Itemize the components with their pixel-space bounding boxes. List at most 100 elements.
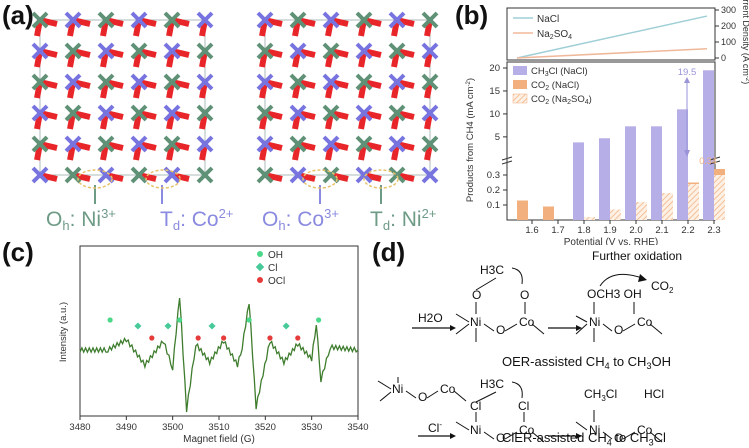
legend-ocl: OCl: [268, 276, 285, 287]
bar-co2-na2so4-1.9: [610, 209, 621, 220]
oer-middle-arrow: [548, 325, 582, 331]
svg-text:H2O: H2O: [418, 311, 443, 325]
svg-text:Co: Co: [637, 423, 653, 437]
svg-text:Td: Co2+: Td: Co2+: [160, 206, 233, 233]
svg-text:O: O: [520, 288, 529, 302]
marker-oh: [107, 317, 113, 323]
metal-site: [97, 104, 115, 122]
unit-cell-box: [39, 19, 206, 176]
marker-cl: [208, 322, 216, 330]
svg-text:Co: Co: [440, 382, 456, 396]
x-tick-label-1.9: 1.9: [603, 225, 616, 236]
oer-product-complex: OCH3 OH Ni Co O: [575, 287, 663, 342]
bottom-y-ticks: 0.1 0.2 0.3 5 10 15 20: [487, 63, 507, 211]
y-tick-label-20: 20: [489, 63, 500, 74]
metal-site: [421, 73, 439, 91]
spinel-structure-left: [31, 11, 214, 184]
metal-site: [130, 11, 148, 29]
axis-break-mark: [709, 160, 721, 165]
metal-site: [355, 42, 373, 60]
top-series-na2so4: [516, 47, 708, 59]
legend-dot-ocl: [257, 277, 263, 283]
svg-text:H3C: H3C: [480, 377, 504, 391]
metal-site: [322, 104, 340, 122]
legend-ch3cl: CH3Cl (NaCl): [531, 66, 588, 78]
metal-site: [355, 104, 373, 122]
bottom-legend: CH3Cl (NaCl) CO2 (NaCl) CO2 (Na2SO4): [512, 66, 592, 106]
svg-text:Cl-: Cl-: [428, 420, 442, 435]
axis-break-mark: [501, 156, 513, 161]
top-ylabel: Current Density (A cm-2): [741, 0, 749, 84]
marker-oh: [246, 317, 252, 323]
svg-text:O: O: [496, 431, 505, 445]
marker-cl: [134, 322, 142, 330]
bar-ch3cl-2.0: [625, 126, 636, 220]
cier-products: CH3Cl HCl Ni Co O: [575, 387, 664, 445]
metal-site: [130, 73, 148, 91]
svg-text:Ni: Ni: [470, 315, 481, 329]
x-tick-label-1.8: 1.8: [577, 225, 590, 236]
panel-a-crystal-structures: Oh: Ni3+ Td: Co2+ Oh: Co3+ Td: Ni2+: [31, 11, 439, 233]
svg-text:OCH3 OH: OCH3 OH: [587, 287, 642, 301]
x-tick-label-1.7: 1.7: [551, 225, 564, 236]
epr-trace: [79, 298, 359, 413]
metal-site: [64, 42, 82, 60]
metal-site: [97, 166, 115, 184]
oer-caption: OER-assisted CH4 to CH3OH: [502, 354, 671, 371]
cier-cl-arrow: Cl-: [418, 420, 456, 439]
marker-oh: [316, 317, 322, 323]
metal-site: [355, 73, 373, 91]
top-chart-frame: [506, 7, 716, 61]
metal-site: [163, 135, 181, 153]
metal-site: [31, 104, 49, 122]
oer-reactant-ch3: H3C: [475, 263, 523, 291]
svg-text:CH3Cl: CH3Cl: [584, 387, 617, 403]
panel-c-epr-spectrum: 3480 3490 3500 3510 3520 3530 3540 OH Cl OCl I…: [58, 245, 369, 445]
bar-ch3cl-1.8: [573, 142, 584, 220]
svg-text:Further oxidation: Further oxidation: [592, 249, 682, 263]
x-tick-label-2.3: 2.3: [707, 225, 720, 236]
metal-site: [64, 73, 82, 91]
legend-swatch-co2-na2so4: [512, 93, 528, 104]
metal-site: [163, 166, 181, 184]
bar-ch3cl-2.3: [703, 70, 714, 220]
metal-site: [256, 166, 274, 184]
metal-site: [421, 135, 439, 153]
metal-site: [97, 135, 115, 153]
label-right-td: Td: Ni2+: [370, 206, 436, 233]
marker-oh: [177, 317, 183, 323]
metal-site: [97, 42, 115, 60]
metal-site: [388, 42, 406, 60]
svg-text:Cl: Cl: [470, 399, 481, 413]
label-left-oh: Oh: Ni3+: [46, 206, 116, 233]
epr-ylabel: Intensity (a.u.): [58, 302, 69, 362]
metal-site: [289, 11, 307, 29]
epr-x-tick-label-3480: 3480: [69, 422, 90, 433]
metal-site: [31, 42, 49, 60]
svg-text:Co: Co: [519, 315, 535, 329]
cier-reactant-complex: Cl Cl Ni Co O: [455, 399, 545, 445]
metal-site: [289, 104, 307, 122]
metal-site: [64, 135, 82, 153]
marker-ocl: [221, 335, 227, 341]
epr-x-tick-label-3490: 3490: [116, 422, 137, 433]
marker-ocl: [195, 335, 201, 341]
svg-text:O: O: [614, 431, 623, 445]
panel-b-chart: NaCl Na2SO4 300 200 100 0 Current Density (…: [465, 0, 749, 245]
bar-co2-na2so4-1.8: [584, 217, 595, 220]
epr-x-tick-label-3500: 3500: [162, 422, 183, 433]
top-chart-lines: [516, 15, 708, 59]
metal-site: [64, 104, 82, 122]
svg-text:Cl: Cl: [518, 399, 529, 413]
metal-site: [31, 166, 49, 184]
svg-text:HCl: HCl: [644, 387, 664, 401]
legend-co2-na2so4: CO2 (Na2SO4): [531, 94, 592, 106]
bottom-chart-bars: [517, 70, 725, 220]
marker-ocl: [295, 335, 301, 341]
metal-site: [421, 166, 439, 184]
metal-site: [196, 11, 214, 29]
metal-site: [130, 42, 148, 60]
x-tick-label-2.1: 2.1: [655, 225, 668, 236]
bar-co2-nacl-1.7: [543, 206, 554, 220]
bar-co2-na2so4-2.3: [714, 175, 725, 220]
